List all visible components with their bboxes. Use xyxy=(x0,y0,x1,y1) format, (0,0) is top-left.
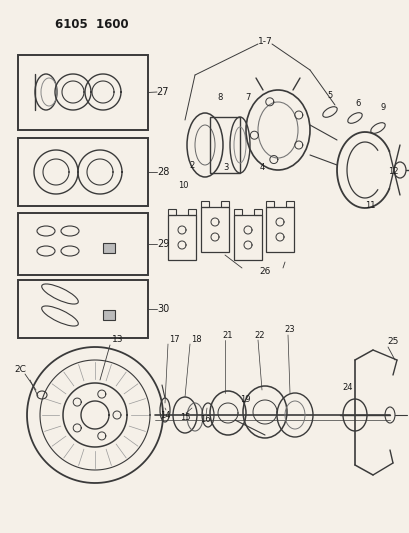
Text: 11: 11 xyxy=(364,200,374,209)
Bar xyxy=(103,243,115,253)
Text: 27: 27 xyxy=(156,87,169,97)
Text: 16: 16 xyxy=(199,416,210,424)
Text: 2C: 2C xyxy=(14,366,26,375)
Bar xyxy=(168,215,196,260)
Text: 14: 14 xyxy=(160,410,170,419)
Text: 18: 18 xyxy=(190,335,201,344)
Text: 15: 15 xyxy=(179,414,190,423)
Bar xyxy=(234,215,261,260)
Bar xyxy=(265,201,273,207)
Bar xyxy=(18,280,148,338)
Text: 13: 13 xyxy=(112,335,124,344)
Text: 4: 4 xyxy=(259,164,264,173)
Bar xyxy=(200,207,229,252)
Bar xyxy=(220,201,229,207)
Bar xyxy=(18,213,148,275)
Bar xyxy=(188,209,196,215)
Text: 10: 10 xyxy=(178,181,188,190)
Bar xyxy=(234,209,241,215)
Bar xyxy=(285,201,293,207)
Text: 12: 12 xyxy=(387,167,397,176)
Text: 1-7: 1-7 xyxy=(257,37,272,46)
Bar xyxy=(168,209,175,215)
Text: 24: 24 xyxy=(342,384,353,392)
Text: 7: 7 xyxy=(245,93,250,102)
Bar xyxy=(18,138,148,206)
Text: 25: 25 xyxy=(387,337,398,346)
Text: 30: 30 xyxy=(157,304,169,314)
Text: 5: 5 xyxy=(326,91,332,100)
Text: 29: 29 xyxy=(156,239,169,249)
Text: 22: 22 xyxy=(254,330,265,340)
Text: 17: 17 xyxy=(168,335,179,344)
Bar xyxy=(265,207,293,252)
Bar xyxy=(200,201,209,207)
Text: 2: 2 xyxy=(189,160,194,169)
Text: 3: 3 xyxy=(223,164,228,173)
Text: 28: 28 xyxy=(156,167,169,177)
Bar xyxy=(18,55,148,130)
Bar xyxy=(254,209,261,215)
Text: 8: 8 xyxy=(217,93,222,102)
Text: 23: 23 xyxy=(284,326,294,335)
Bar xyxy=(209,117,239,173)
Text: 19: 19 xyxy=(239,395,249,405)
Text: 6105  1600: 6105 1600 xyxy=(55,18,128,31)
Bar xyxy=(103,310,115,320)
Text: 21: 21 xyxy=(222,330,233,340)
Text: 9: 9 xyxy=(380,103,385,112)
Text: 26: 26 xyxy=(258,268,270,277)
Text: 6: 6 xyxy=(355,99,360,108)
